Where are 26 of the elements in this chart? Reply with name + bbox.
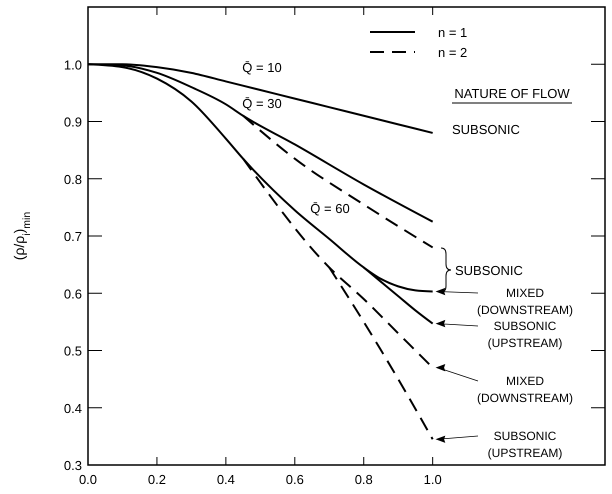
x-tick-label: 0.0 bbox=[78, 472, 98, 487]
y-tick-label: 1.0 bbox=[64, 57, 82, 72]
annotation: MIXED (DOWNSTREAM) bbox=[477, 286, 573, 317]
legend-label: n = 2 bbox=[438, 45, 468, 60]
y-tick-label: 0.8 bbox=[64, 172, 82, 187]
annotation: MIXED (DOWNSTREAM) bbox=[477, 374, 573, 405]
annotation: SUBSONIC bbox=[452, 122, 520, 137]
annotation: Q̄ = 30 bbox=[242, 96, 282, 111]
y-tick-label: 0.7 bbox=[64, 229, 82, 244]
annotation: Q̄ = 10 bbox=[242, 60, 282, 75]
y-tick-label: 0.4 bbox=[64, 400, 82, 416]
x-tick-label: 0.6 bbox=[286, 472, 304, 487]
legend-label: n = 1 bbox=[438, 25, 468, 40]
y-tick-label: 0.6 bbox=[64, 286, 82, 302]
y-tick-label: 0.5 bbox=[64, 344, 82, 358]
annotation: SUBSONIC (UPSTREAM) bbox=[488, 319, 562, 350]
x-tick-label: 0.4 bbox=[216, 472, 235, 487]
y-tick-label: 0.3 bbox=[64, 458, 82, 473]
annotation: Q̄ = 60 bbox=[310, 201, 350, 216]
x-tick-label: 0.2 bbox=[148, 472, 166, 487]
annotation: SUBSONIC bbox=[455, 263, 523, 278]
y-tick-label: 0.9 bbox=[64, 114, 82, 130]
annotation: NATURE OF FLOW bbox=[454, 86, 570, 101]
annotation: SUBSONIC (UPSTREAM) bbox=[488, 429, 562, 460]
x-tick-label: 1.0 bbox=[424, 472, 442, 487]
x-tick-label: 0.8 bbox=[354, 472, 373, 487]
